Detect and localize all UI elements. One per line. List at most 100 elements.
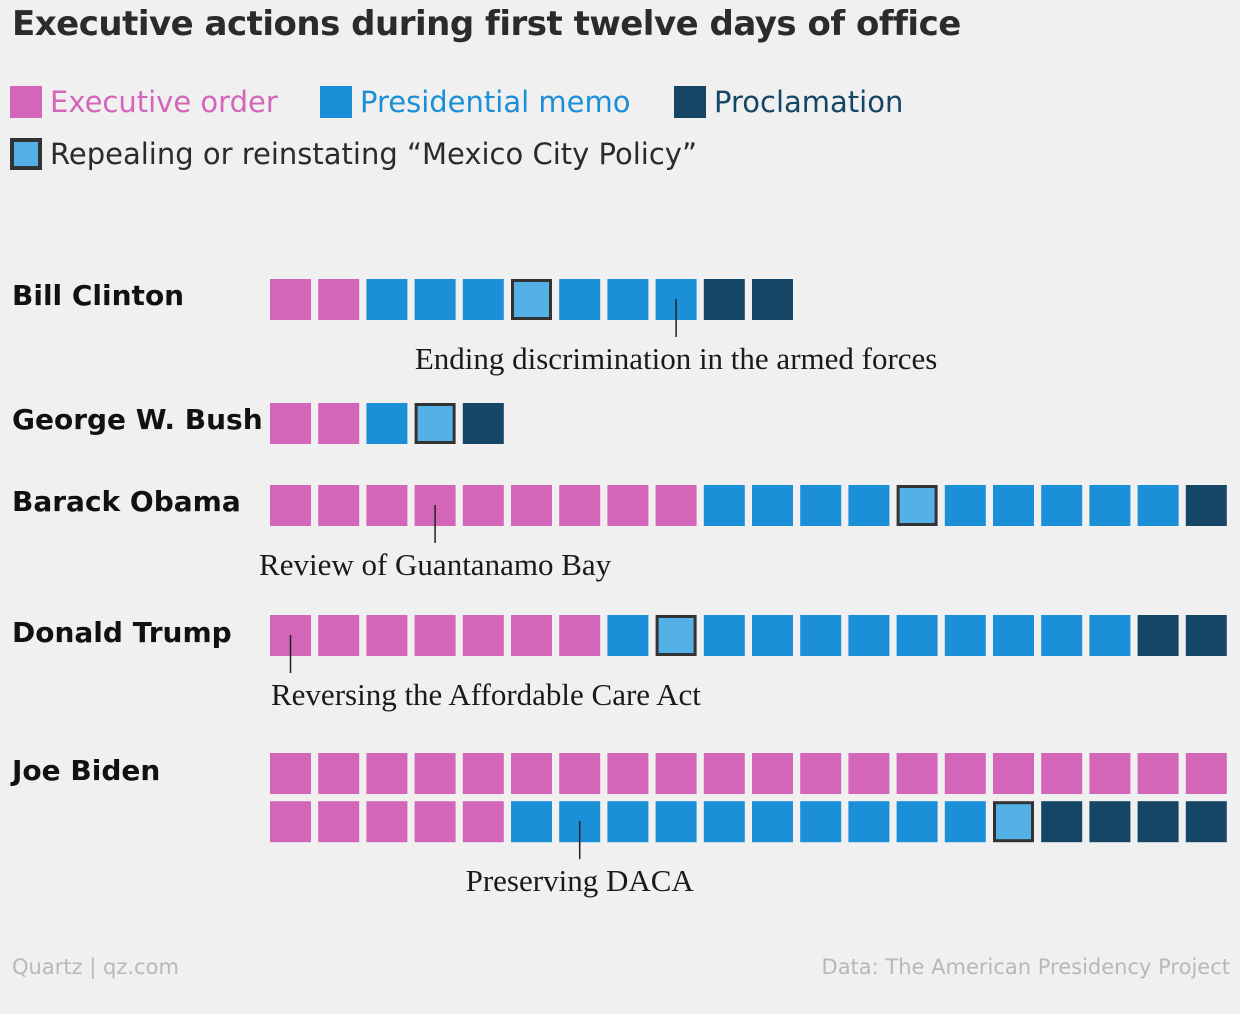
waffle-square: [318, 485, 360, 526]
waffle-square: [703, 485, 745, 526]
waffle-square: [414, 801, 456, 843]
waffle-square: [414, 279, 456, 320]
waffle-square: [703, 279, 745, 320]
waffle-square: [800, 485, 842, 526]
legend-swatch: [674, 86, 706, 118]
waffle-square: [896, 801, 938, 843]
waffle-square: [752, 615, 793, 656]
legend-label: Repealing or reinstating “Mexico City Po…: [50, 137, 697, 171]
waffle-square: [944, 753, 986, 794]
waffle-square: [270, 485, 311, 526]
waffle-square: [559, 279, 601, 320]
waffle-square: [944, 801, 986, 843]
waffle-square: [511, 801, 552, 843]
waffle-square: [993, 615, 1034, 656]
waffle-square: [1185, 485, 1227, 526]
waffle-square: [1137, 753, 1179, 794]
row-label: Donald Trump: [12, 616, 232, 649]
waffle-square: [318, 753, 360, 794]
waffle-square: [752, 279, 793, 320]
waffle-square: [1041, 485, 1083, 526]
waffle-square: [655, 753, 697, 794]
legend-swatch: [10, 86, 42, 118]
legend-item: Presidential memo: [320, 84, 630, 120]
waffle-square: [800, 615, 842, 656]
waffle-square: [848, 485, 890, 526]
waffle-square: [414, 403, 456, 444]
waffle-square: [270, 801, 311, 843]
waffle-square: [800, 753, 842, 794]
waffle-square: [462, 801, 504, 843]
legend-swatch: [320, 86, 352, 118]
waffle-square: [511, 485, 552, 526]
row-label: Joe Biden: [12, 754, 161, 787]
waffle-square: [318, 615, 360, 656]
waffle-square: [655, 615, 697, 656]
waffle-square: [270, 753, 311, 794]
waffle-square: [896, 485, 938, 526]
waffle-square: [655, 801, 697, 843]
waffle-square: [848, 801, 890, 843]
waffle-square: [366, 403, 408, 444]
waffle-square: [752, 753, 793, 794]
waffle-square: [462, 485, 504, 526]
waffle-square: [366, 485, 408, 526]
waffle-square: [511, 615, 552, 656]
waffle-square: [655, 485, 697, 526]
waffle-square: [607, 485, 649, 526]
waffle-square: [462, 403, 504, 444]
waffle-square: [1041, 753, 1083, 794]
legend-label: Presidential memo: [360, 85, 631, 119]
waffle-square: [1089, 485, 1131, 526]
legend-label: Executive order: [50, 85, 278, 119]
waffle-square: [607, 615, 649, 656]
waffle-square: [1185, 615, 1227, 656]
waffle-square: [752, 801, 793, 843]
waffle-square: [1041, 801, 1083, 843]
waffle-square: [848, 753, 890, 794]
waffle-square: [752, 485, 793, 526]
waffle-square: [366, 279, 408, 320]
row-label: Bill Clinton: [12, 279, 185, 312]
waffle-square: [270, 279, 311, 320]
waffle-square: [511, 279, 552, 320]
waffle-square: [559, 615, 601, 656]
waffle-square: [1089, 753, 1131, 794]
waffle-square: [896, 615, 938, 656]
waffle-square: [462, 279, 504, 320]
footer-credit: Quartz | qz.com: [12, 955, 179, 979]
waffle-square: [414, 615, 456, 656]
waffle-square: [1137, 485, 1179, 526]
waffle-square: [318, 279, 360, 320]
waffle-square: [800, 801, 842, 843]
row-label: Barack Obama: [12, 485, 241, 518]
waffle-square: [366, 753, 408, 794]
waffle-square: [366, 801, 408, 843]
chart-title: Executive actions during first twelve da…: [12, 4, 961, 44]
waffle-square: [318, 403, 360, 444]
waffle-square: [1137, 615, 1179, 656]
waffle-square: [462, 753, 504, 794]
waffle-square: [559, 485, 601, 526]
waffle-square: [993, 753, 1034, 794]
legend-label: Proclamation: [714, 85, 904, 119]
legend-item: Executive order: [10, 84, 278, 120]
waffle-square: [993, 801, 1034, 843]
waffle-square: [1089, 801, 1131, 843]
waffle-square: [318, 801, 360, 843]
waffle-square: [703, 615, 745, 656]
legend-item: Proclamation: [674, 84, 903, 120]
waffle-square: [944, 615, 986, 656]
waffle-square: [511, 753, 552, 794]
waffle-square: [848, 615, 890, 656]
waffle-square: [1041, 615, 1083, 656]
waffle-square: [270, 403, 311, 444]
annotation-label: Preserving DACA: [466, 863, 695, 898]
annotation-label: Ending discrimination in the armed force…: [415, 341, 938, 376]
waffle-square: [703, 753, 745, 794]
waffle-square: [462, 615, 504, 656]
waffle-square: [607, 801, 649, 843]
annotation-label: Review of Guantanamo Bay: [259, 547, 612, 582]
footer-source: Data: The American Presidency Project: [821, 955, 1230, 979]
